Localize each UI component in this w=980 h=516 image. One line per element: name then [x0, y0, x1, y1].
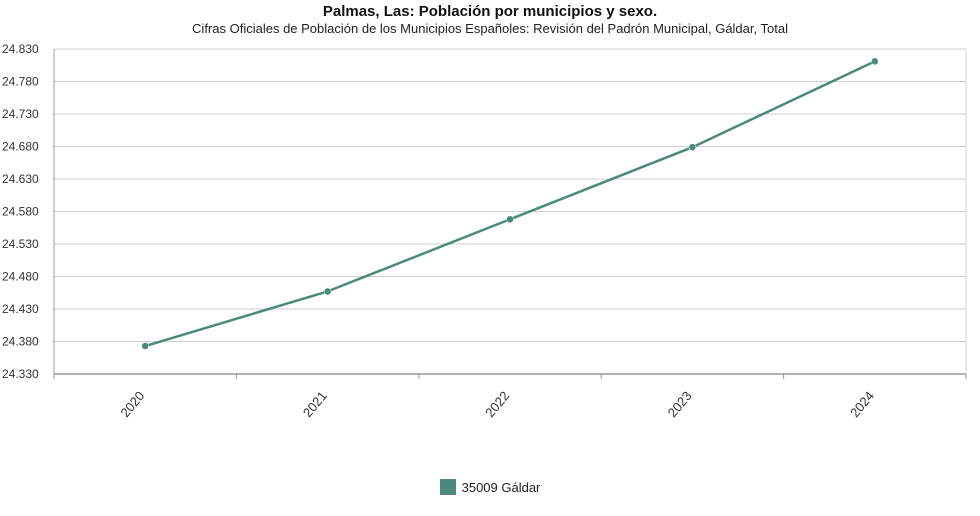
legend: 35009 Gáldar	[0, 479, 980, 495]
y-tick-label: 24.680	[2, 140, 39, 154]
y-tick-label: 24.530	[2, 237, 39, 251]
y-tick-label: 24.630	[2, 172, 39, 186]
y-tick-labels: 24.830 24.780 24.730 24.680 24.630 24.580 24.5…	[2, 42, 39, 381]
data-points	[141, 57, 879, 350]
y-tick-label: 24.830	[2, 42, 39, 56]
chart-title: Palmas, Las: Población por municipios y …	[322, 3, 658, 20]
x-tick-label: 2022	[482, 388, 512, 420]
axes	[53, 49, 967, 379]
x-tick-label: 2020	[117, 388, 147, 420]
series-line	[144, 60, 876, 348]
y-tick-label: 24.430	[2, 302, 39, 316]
x-tick-labels: 2020 2021 2022 2023 2024	[117, 388, 877, 420]
x-tick-label: 2024	[847, 388, 877, 420]
y-tick-label: 24.380	[2, 335, 39, 349]
data-point[interactable]	[688, 143, 697, 151]
gridlines	[54, 48, 966, 342]
data-point[interactable]	[141, 342, 149, 350]
series-lines	[144, 60, 876, 348]
y-tick-label: 24.730	[2, 107, 39, 121]
line-chart: 24.830 24.780 24.730 24.680 24.630 24.580 24.5…	[2, 42, 967, 420]
data-point[interactable]	[871, 57, 879, 66]
y-tick-label: 24.480	[2, 270, 39, 284]
legend-swatch	[439, 479, 456, 495]
x-tick-label: 2021	[300, 388, 330, 420]
y-tick-label: 24.580	[2, 205, 39, 219]
y-tick-label: 24.780	[2, 75, 39, 89]
legend-label: 35009 Gáldar	[461, 479, 541, 495]
data-point[interactable]	[506, 215, 514, 224]
y-tick-label: 24.330	[2, 367, 39, 381]
x-tick-label: 2023	[665, 388, 695, 420]
data-point[interactable]	[323, 287, 332, 296]
chart-subtitle: Cifras Oficiales de Población de los Mun…	[192, 21, 788, 36]
